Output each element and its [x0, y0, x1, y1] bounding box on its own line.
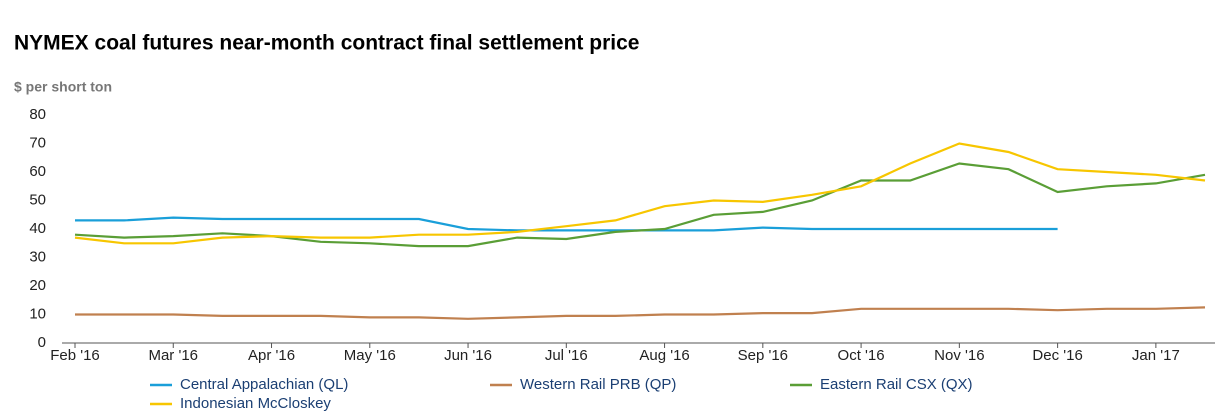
- x-tick-label: Feb '16: [50, 347, 100, 364]
- series-line: [74, 142, 1206, 245]
- y-tick-label: 30: [29, 248, 46, 265]
- x-tick-label: Mar '16: [148, 347, 198, 364]
- legend-label: Indonesian McCloskey: [180, 395, 331, 412]
- series-line: [75, 306, 1206, 320]
- y-tick-label: 0: [38, 334, 46, 351]
- x-tick-label: May '16: [344, 347, 396, 364]
- legend-label: Western Rail PRB (QP): [520, 376, 676, 393]
- y-tick-label: 10: [29, 305, 46, 322]
- legend-label: Eastern Rail CSX (QX): [820, 376, 973, 393]
- series-line: [74, 162, 1206, 248]
- y-tick-label: 50: [29, 191, 46, 208]
- y-tick-label: 80: [29, 106, 46, 123]
- y-tick-label: 20: [29, 277, 46, 294]
- x-tick-label: Jun '16: [444, 347, 492, 364]
- chart-title: NYMEX coal futures near-month contract f…: [14, 32, 639, 55]
- x-tick-label: Apr '16: [248, 347, 295, 364]
- series-line: [75, 216, 1058, 232]
- x-tick-label: Sep '16: [738, 347, 788, 364]
- y-tick-label: 70: [29, 134, 46, 151]
- x-tick-label: Aug '16: [639, 347, 689, 364]
- legend-label: Central Appalachian (QL): [180, 376, 348, 393]
- x-tick-label: Jul '16: [545, 347, 588, 364]
- x-tick-label: Oct '16: [838, 347, 885, 364]
- x-tick-label: Dec '16: [1032, 347, 1082, 364]
- y-axis-label: $ per short ton: [14, 79, 112, 95]
- x-tick-label: Jan '17: [1132, 347, 1180, 364]
- y-tick-label: 60: [29, 163, 46, 180]
- y-tick-label: 40: [29, 220, 46, 237]
- x-tick-label: Nov '16: [934, 347, 984, 364]
